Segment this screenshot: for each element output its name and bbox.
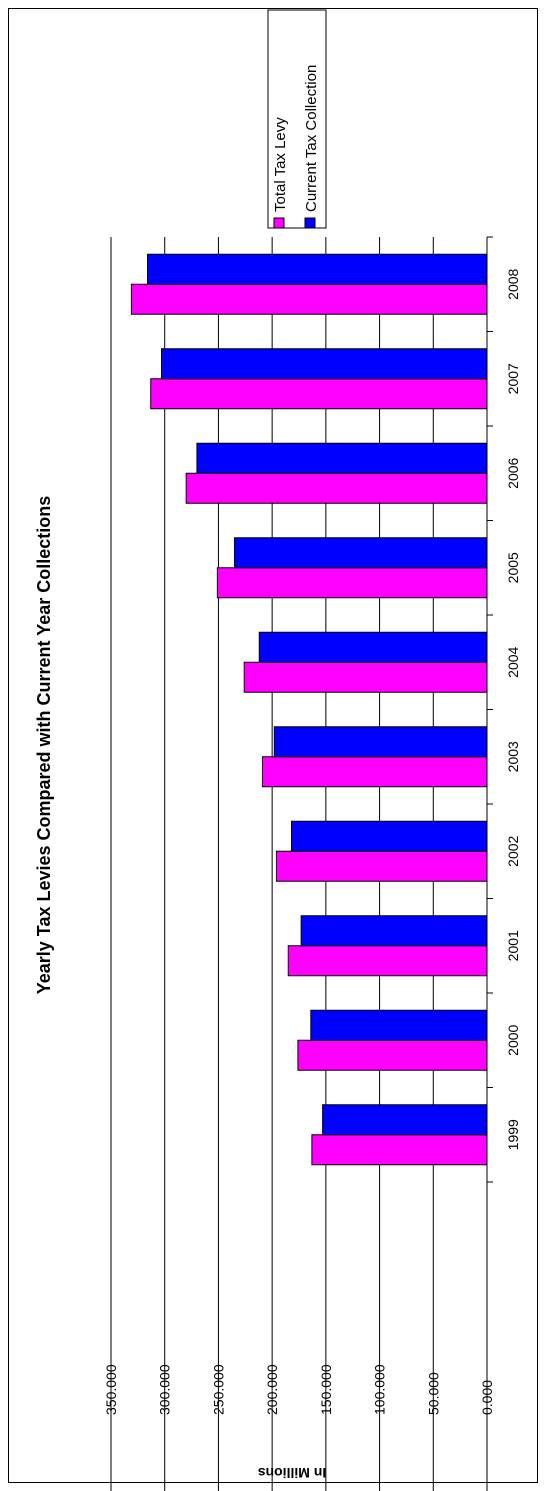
y-tick-label: 100.000 <box>372 1364 388 1415</box>
bar-current-tax-collection-2003 <box>273 726 488 758</box>
legend-label-total-tax-levy: Total Tax Levy <box>272 117 289 212</box>
chart-title: Yearly Tax Levies Compared with Current … <box>34 496 54 995</box>
bar-total-tax-levy-2000 <box>297 1039 488 1071</box>
y-tick-label: 350.000 <box>103 1364 119 1415</box>
bar-current-tax-collection-2005 <box>234 537 488 569</box>
bar-current-tax-collection-2004 <box>258 631 488 663</box>
axes <box>486 236 493 1491</box>
y-tick-label: 50.000 <box>425 1372 441 1415</box>
y-tick-label: 0.000 <box>479 1380 495 1415</box>
legend-box <box>267 9 327 229</box>
bars <box>130 253 488 1166</box>
bar-current-tax-collection-2000 <box>310 1009 488 1041</box>
bar-current-tax-collection-2006 <box>196 442 488 474</box>
tick-labels: 0.000 50.000 100.000 150.000 200.000 250.000 3… <box>103 268 521 1415</box>
bar-current-tax-collection-1999 <box>322 1104 488 1136</box>
bar-current-tax-collection-2007 <box>160 348 488 380</box>
category-label-2001: 2001 <box>505 930 521 961</box>
legend-swatch-current-tax-collection <box>304 217 316 229</box>
bar-total-tax-levy-2001 <box>287 945 488 977</box>
bar-total-tax-levy-2008 <box>130 283 488 315</box>
category-label-2000: 2000 <box>505 1024 521 1055</box>
legend: Total Tax Levy Current Tax Collection <box>267 9 327 229</box>
category-label-2007: 2007 <box>505 363 521 394</box>
category-label-2004: 2004 <box>505 646 521 677</box>
legend-label-current-tax-collection: Current Tax Collection <box>303 65 320 212</box>
category-label-2002: 2002 <box>505 835 521 866</box>
legend-swatch-total-tax-levy <box>273 217 285 229</box>
category-label-2003: 2003 <box>505 741 521 772</box>
bar-total-tax-levy-2003 <box>261 756 488 788</box>
bar-total-tax-levy-2005 <box>216 567 488 599</box>
bar-total-tax-levy-2006 <box>185 472 488 504</box>
bar-current-tax-collection-2001 <box>300 915 488 947</box>
y-axis-label: In Millions <box>258 1465 327 1481</box>
bar-current-tax-collection-2008 <box>147 253 488 285</box>
y-tick-label: 200.000 <box>264 1364 280 1415</box>
category-label-2005: 2005 <box>505 552 521 583</box>
y-tick-label: 250.000 <box>210 1364 226 1415</box>
y-tick-label: 150.000 <box>318 1364 334 1415</box>
chart-frame <box>8 8 538 1483</box>
bar-total-tax-levy-2007 <box>150 378 488 410</box>
bar-total-tax-levy-2004 <box>243 661 488 693</box>
category-label-2006: 2006 <box>505 457 521 488</box>
category-label-2008: 2008 <box>505 268 521 299</box>
y-tick-label: 300.000 <box>157 1364 173 1415</box>
bar-total-tax-levy-1999 <box>311 1134 488 1166</box>
bar-current-tax-collection-2002 <box>290 820 488 852</box>
bar-total-tax-levy-2002 <box>275 850 488 882</box>
category-label-1999: 1999 <box>505 1119 521 1150</box>
